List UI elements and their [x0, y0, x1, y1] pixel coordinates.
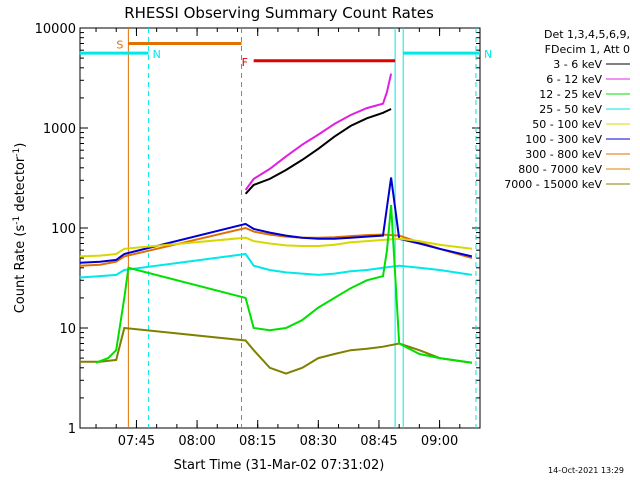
x-axis-label: Start Time (31-Mar-02 07:31:02)	[174, 458, 385, 473]
flag-label: N	[484, 48, 492, 61]
legend-header-text: FDecim 1, Att 0	[545, 43, 630, 56]
x-tick-label: 09:00	[421, 434, 458, 449]
legend-header-text: Det 1,3,4,5,6,9,	[544, 28, 630, 41]
flag-label: N	[153, 48, 161, 61]
legend-entry-label: 50 - 100 keV	[532, 118, 602, 131]
plot-frame	[79, 27, 481, 429]
x-tick-label: 08:30	[300, 434, 337, 449]
data-series-line	[79, 236, 473, 258]
x-tick-label: 08:45	[360, 434, 397, 449]
legend-entry-label: 3 - 6 keV	[553, 58, 602, 71]
y-axis-label: Count Rate (s-1 detector-1)	[12, 143, 28, 314]
x-tick-label: 08:00	[178, 434, 215, 449]
legend-entry-label: 7000 - 15000 keV	[504, 178, 602, 191]
data-series-line	[244, 108, 392, 195]
x-tick-label: 07:45	[118, 434, 155, 449]
flag-label: S	[116, 38, 123, 51]
legend-entry-label: 25 - 50 keV	[539, 103, 602, 116]
legend-entry-label: 12 - 25 keV	[539, 88, 602, 101]
y-tick-label: 10000	[35, 22, 76, 37]
legend-entry-label: 800 - 7000 keV	[518, 163, 602, 176]
y-tick-label: 1000	[43, 122, 76, 137]
legend-entry-label: 300 - 800 keV	[525, 148, 602, 161]
y-tick-label: 10	[59, 322, 76, 337]
x-tick-label: 08:15	[239, 434, 276, 449]
legend: Det 1,3,4,5,6,9, FDecim 1, Att 0 3 - 6 keV…	[504, 28, 630, 191]
chart-title: RHESSI Observing Summary Count Rates	[124, 4, 434, 22]
data-series-line	[79, 177, 473, 264]
plot-layer: 1 10 100 1000 10000 07:45 08:00 08:15 08:30 08:45…	[35, 22, 493, 449]
legend-entry-label: 100 - 300 keV	[525, 133, 602, 146]
data-series-line	[95, 204, 473, 364]
flag-label: F	[242, 56, 248, 69]
legend-entry-label: 6 - 12 keV	[546, 73, 602, 86]
y-tick-label: 1	[68, 422, 76, 437]
y-tick-label: 100	[51, 222, 76, 237]
data-series-line	[244, 73, 393, 191]
data-series-line	[79, 252, 473, 279]
footer-timestamp: 14-Oct-2021 13:29	[548, 466, 624, 475]
